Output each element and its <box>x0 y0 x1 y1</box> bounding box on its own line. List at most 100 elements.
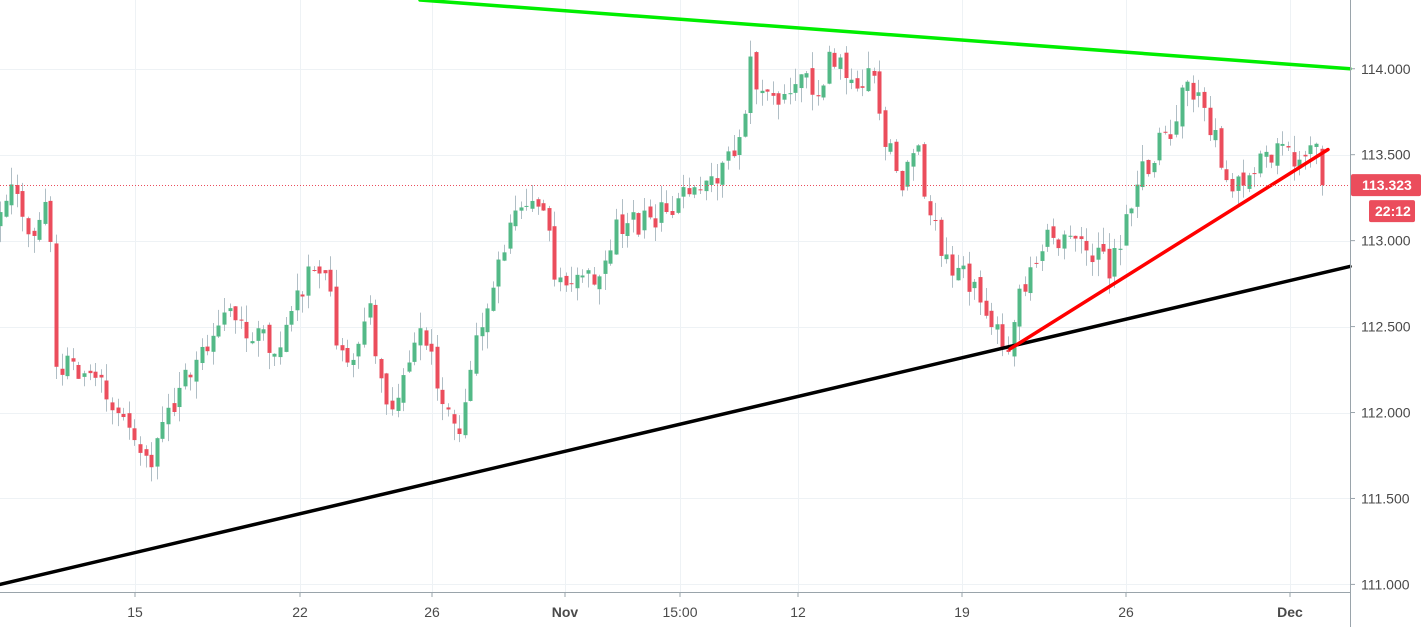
short-term-support-trendline[interactable] <box>1008 147 1330 351</box>
x-tick-label: 19 <box>954 604 970 620</box>
candle-body-up <box>1068 235 1073 237</box>
y-tick-label: 113.500 <box>1361 147 1411 163</box>
x-tick-label: Dec <box>1277 604 1303 620</box>
candle-body-down <box>664 203 669 213</box>
y-tick-label: 114.000 <box>1361 61 1411 77</box>
candle-body-up <box>905 161 910 187</box>
candle-body-up <box>726 151 731 161</box>
candle-body-up <box>827 51 832 84</box>
candle-body-up <box>793 84 798 93</box>
candle-body-up <box>692 187 697 195</box>
candle-body-down <box>1163 131 1168 133</box>
candle-body-down <box>20 191 25 217</box>
candle-body-up <box>1096 247 1101 260</box>
candle-body-down <box>300 294 305 297</box>
candle-body-down <box>883 110 888 147</box>
support-trendline[interactable] <box>0 264 1352 587</box>
candle-body-up <box>508 222 513 249</box>
candle-body-up <box>603 260 608 274</box>
candle-body-up <box>961 265 966 270</box>
candle-body-down <box>76 364 81 379</box>
candle-body-up <box>368 303 373 318</box>
candle-body-down <box>48 200 53 242</box>
x-tick-label: 15 <box>127 604 143 620</box>
candle-body-down <box>1241 172 1246 186</box>
candle-body-down <box>1191 82 1196 100</box>
candle-body-up <box>474 335 479 374</box>
candle-body-up <box>1180 87 1185 127</box>
candle-body-down <box>1292 152 1297 167</box>
x-tick-label: Nov <box>552 604 579 620</box>
candle-body-down <box>648 206 653 218</box>
candle-body-down <box>754 52 759 90</box>
candle-body-down <box>424 330 429 346</box>
candle-body-up <box>737 137 742 156</box>
candle-body-up <box>256 328 261 341</box>
candle-body-down <box>340 345 345 351</box>
candle-timer-label: 22:12 <box>1375 203 1411 219</box>
candle-body-up <box>502 252 507 261</box>
candle-body-down <box>552 226 557 280</box>
y-tick-label: 112.000 <box>1361 405 1411 421</box>
current-price-badge <box>1351 174 1421 197</box>
candle-body-up <box>760 90 765 94</box>
candle-body-up <box>418 328 423 346</box>
candle-body-up <box>788 93 793 95</box>
candle-body-up <box>995 324 1000 330</box>
candle-body-up <box>1264 151 1269 157</box>
candle-body-down <box>715 178 720 184</box>
candle-body-down <box>1073 235 1078 239</box>
candle-body-up <box>1135 184 1140 207</box>
candle-body-up <box>519 207 524 211</box>
candle-body-down <box>900 170 905 191</box>
candle-body-up <box>597 276 602 290</box>
candle-body-down <box>54 243 59 367</box>
x-tick-label: 26 <box>424 604 440 620</box>
candle-body-down <box>687 188 692 195</box>
candle-body-up <box>1157 132 1162 161</box>
candle-body-down <box>172 403 177 412</box>
candle-body-up <box>194 359 199 382</box>
candle-body-up <box>1174 121 1179 135</box>
candle-body-up <box>956 267 961 281</box>
candle-body-up <box>1280 143 1285 146</box>
candle-body-up <box>407 362 412 372</box>
candle-body-down <box>1320 148 1325 186</box>
candle-body-up <box>1308 145 1313 155</box>
candle-body-up <box>916 145 921 152</box>
candle-body-down <box>653 218 658 228</box>
candle-body-down <box>670 211 675 215</box>
candle-timer-badge <box>1369 200 1415 223</box>
candle-body-up <box>295 290 300 311</box>
candle-body-down <box>765 89 770 92</box>
y-tick-label: 111.000 <box>1361 576 1410 592</box>
candle-body-up <box>289 310 294 325</box>
candle-body-down <box>564 275 569 286</box>
candle-body-down <box>104 380 109 400</box>
candle-body-up <box>1236 176 1241 191</box>
candle-body-up <box>513 210 518 227</box>
candle-body-down <box>205 346 210 352</box>
candle-body-up <box>1118 248 1123 250</box>
candle-body-up <box>412 342 417 362</box>
candle-body-down <box>894 141 899 172</box>
candle-body-up <box>351 359 356 365</box>
candle-body-down <box>569 283 574 285</box>
candle-body-down <box>323 270 328 274</box>
resistance-trendline[interactable] <box>418 0 1352 71</box>
candle-body-down <box>244 321 249 339</box>
grid <box>0 0 1350 592</box>
candle-body-down <box>149 454 154 468</box>
candle-body-up <box>1112 248 1117 277</box>
candle-body-down <box>1090 255 1095 263</box>
candle-body-down <box>877 71 882 114</box>
candle-body-down <box>1303 154 1308 157</box>
candle-body-down <box>1056 239 1061 249</box>
candle-body-up <box>491 287 496 311</box>
candle-body-up <box>743 113 748 137</box>
current-price-label: 113.323 <box>1362 177 1412 193</box>
candle-body-down <box>334 286 339 346</box>
candle-body-up <box>1017 288 1022 327</box>
